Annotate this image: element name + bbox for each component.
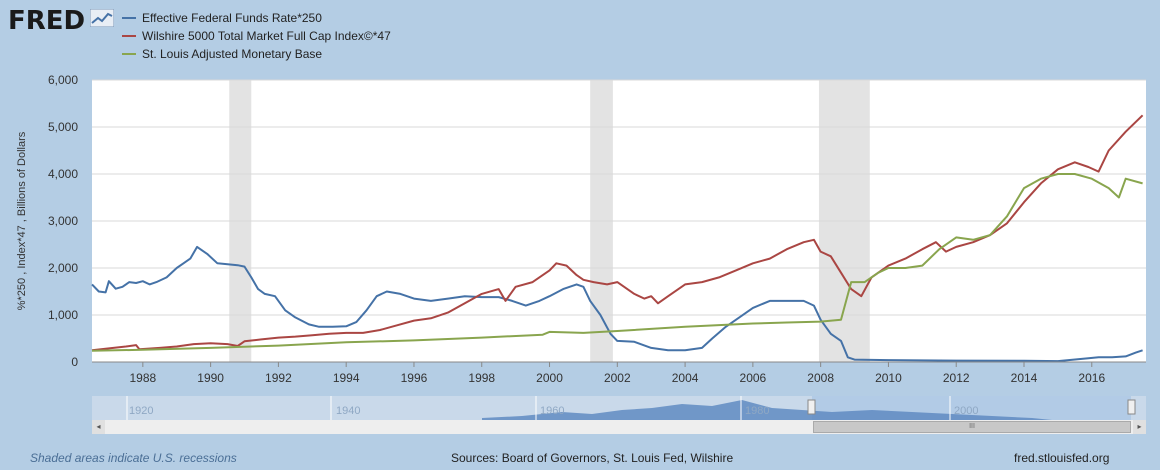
x-tick-label: 1988	[129, 371, 156, 385]
navigator-left-handle[interactable]	[807, 399, 816, 415]
y-axis-ticks: 0 1,000 2,000 3,000 4,000 5,000 6,000	[48, 73, 78, 369]
y-tick-label: 5,000	[48, 120, 78, 134]
series-line-wilshire[interactable]	[91, 114, 1144, 352]
scroll-right-button[interactable]: ▸	[1133, 420, 1146, 434]
trend-chart-icon	[90, 9, 114, 27]
navigator-label: 1920	[129, 405, 153, 417]
x-tick-label: 2002	[604, 371, 631, 385]
x-tick-label: 2010	[875, 371, 902, 385]
y-tick-label: 0	[71, 355, 78, 369]
legend-item-monetary-base[interactable]: St. Louis Adjusted Monetary Base	[122, 46, 322, 62]
legend-swatch	[122, 53, 136, 55]
navigator-scrollbar[interactable]: ◂ III ▸	[92, 420, 1146, 434]
navigator-label: 2000	[954, 405, 978, 417]
x-tick-label: 2014	[1011, 371, 1038, 385]
y-tick-label: 2,000	[48, 261, 78, 275]
series-line-fed-funds[interactable]	[91, 245, 1143, 363]
legend-swatch	[122, 17, 136, 19]
legend-label: St. Louis Adjusted Monetary Base	[142, 47, 323, 61]
navigator-chart: 1920 1940 1960 1980 2000	[126, 396, 1136, 420]
x-tick-label: 2016	[1078, 371, 1105, 385]
x-tick-label: 2012	[943, 371, 970, 385]
x-axis-ticks: 1988 1990 1992 1994 1996 1998 2000 2002 2004 2006…	[129, 362, 1105, 385]
y-tick-label: 6,000	[48, 73, 78, 87]
y-axis-label: %*250 , Index*47 , Billions of Dollars	[16, 131, 28, 310]
navigator-label: 1940	[336, 405, 360, 417]
series-line-monetary-base[interactable]	[91, 173, 1143, 352]
recession-note: Shaded areas indicate U.S. recessions	[30, 451, 237, 465]
x-tick-label: 1998	[468, 371, 495, 385]
x-tick-label: 2000	[536, 371, 563, 385]
x-tick-label: 1990	[197, 371, 224, 385]
legend-label: Wilshire 5000 Total Market Full Cap Inde…	[142, 29, 391, 43]
range-navigator[interactable]: 1920 1940 1960 1980 2000	[92, 396, 1146, 420]
legend-label: Effective Federal Funds Rate*250	[142, 11, 322, 25]
site-link[interactable]: fred.stlouisfed.org	[1014, 451, 1110, 465]
navigator-label: 1960	[540, 405, 564, 417]
sources-text: Sources: Board of Governors, St. Louis F…	[451, 451, 734, 465]
fred-logo[interactable]: FRED	[8, 6, 86, 36]
legend-item-fed-funds[interactable]: Effective Federal Funds Rate*250	[122, 10, 322, 26]
scroll-left-button[interactable]: ◂	[92, 420, 105, 434]
y-tick-label: 1,000	[48, 308, 78, 322]
y-tick-label: 3,000	[48, 214, 78, 228]
x-tick-label: 1994	[333, 371, 360, 385]
legend-swatch	[122, 35, 136, 37]
x-tick-label: 2006	[740, 371, 767, 385]
series-lines[interactable]	[91, 114, 1144, 363]
x-tick-label: 1992	[265, 371, 292, 385]
x-tick-label: 1996	[401, 371, 428, 385]
navigator-right-handle[interactable]	[1127, 399, 1136, 415]
scroll-thumb[interactable]: III	[813, 421, 1131, 433]
x-tick-label: 2004	[672, 371, 699, 385]
x-tick-label: 2008	[807, 371, 834, 385]
navigator-label: 1980	[745, 405, 769, 417]
legend-item-wilshire[interactable]: Wilshire 5000 Total Market Full Cap Inde…	[122, 28, 391, 44]
navigator-area	[482, 400, 1052, 420]
y-tick-label: 4,000	[48, 167, 78, 181]
